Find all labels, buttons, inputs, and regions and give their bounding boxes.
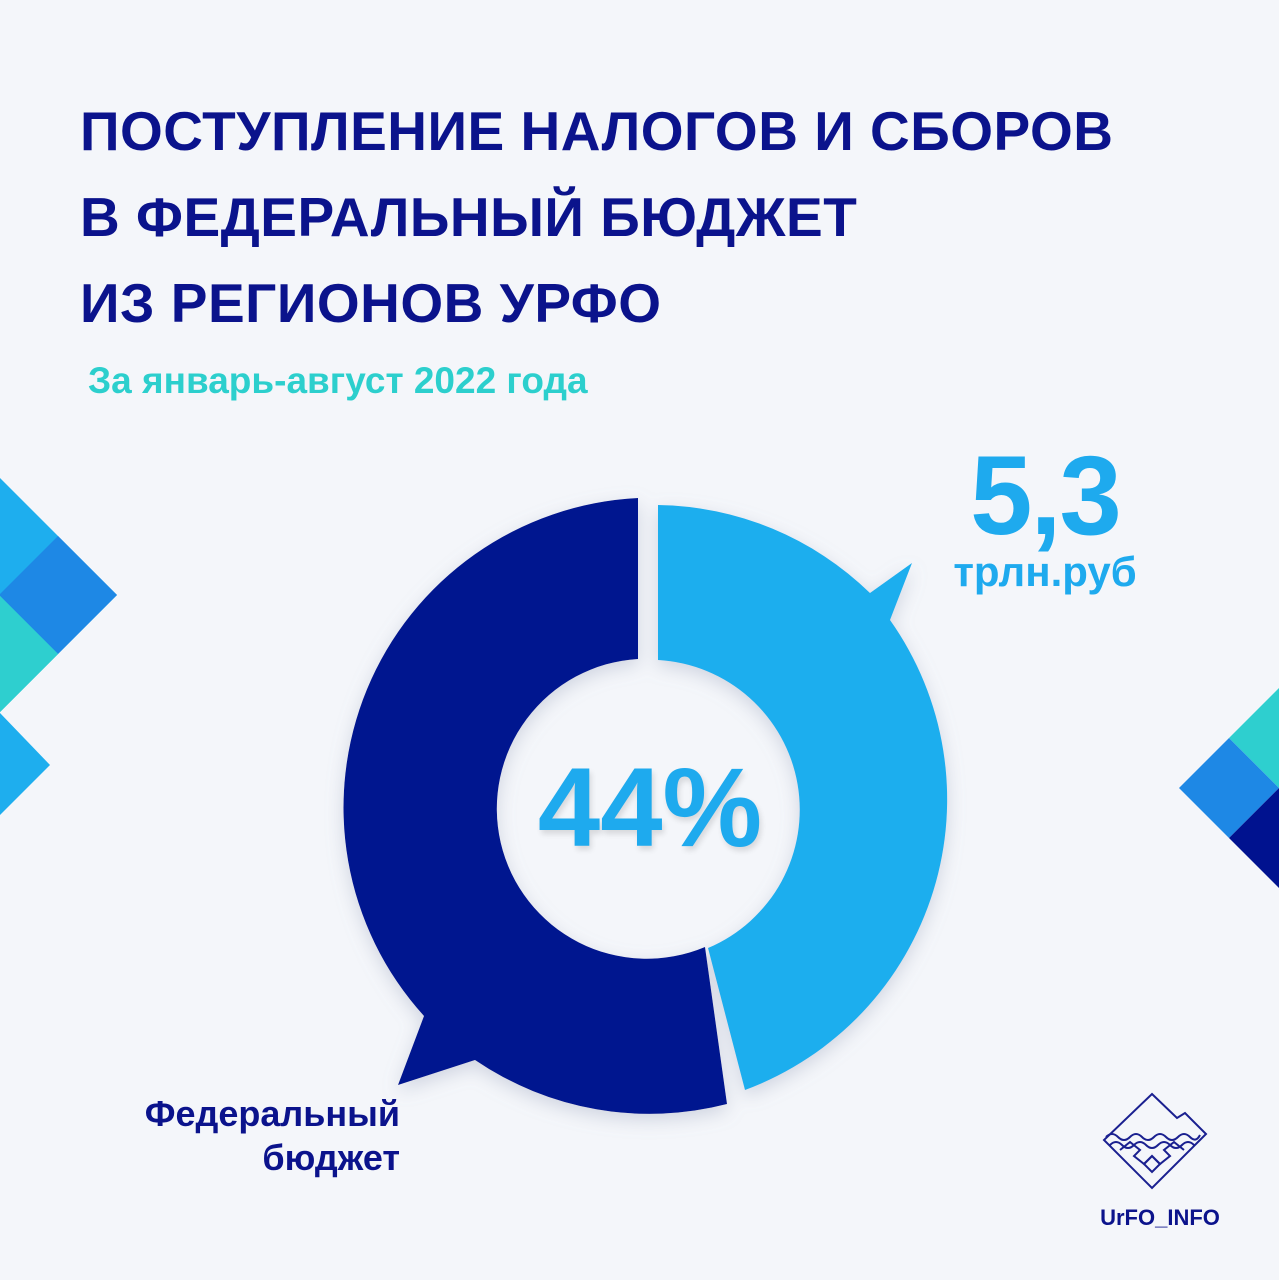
donut-segment-regions[interactable] — [658, 505, 948, 1090]
callout-unit: трлн.руб — [953, 548, 1137, 595]
title-line-3: ИЗ РЕГИОНОВ УРФО — [80, 272, 662, 334]
period-subtitle: За январь-август 2022 года — [88, 360, 588, 401]
federal-label-line-2: бюджет — [262, 1137, 400, 1178]
title-line-1: ПОСТУПЛЕНИЕ НАЛОГОВ И СБОРОВ — [80, 100, 1114, 162]
federal-budget-label: Федеральный бюджет — [100, 1092, 400, 1180]
page-title: ПОСТУПЛЕНИЕ НАЛОГОВ И СБОРОВ В ФЕДЕРАЛЬН… — [80, 88, 1114, 346]
left-decoration — [0, 478, 117, 815]
urfo-logo-icon — [1102, 1092, 1208, 1190]
federal-label-line-1: Федеральный — [144, 1093, 400, 1134]
brand-name: UrFO_INFO — [1100, 1205, 1220, 1230]
donut-segment-federal[interactable] — [343, 498, 727, 1114]
right-decoration — [1179, 688, 1279, 888]
center-percentage: 44% — [537, 745, 763, 870]
callout-value: 5,3 — [970, 433, 1122, 558]
title-line-2: В ФЕДЕРАЛЬНЫЙ БЮДЖЕТ — [80, 186, 858, 248]
donut-chart — [343, 498, 948, 1114]
